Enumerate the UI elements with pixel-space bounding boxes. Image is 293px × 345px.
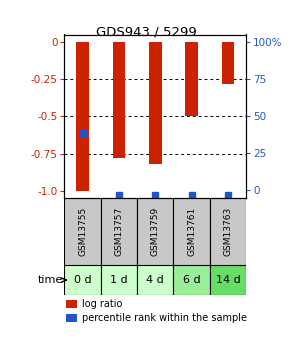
Bar [66,300,77,308]
Text: GSM13763: GSM13763 [224,207,232,256]
Text: 6 d: 6 d [183,275,200,285]
Text: GSM13761: GSM13761 [187,207,196,256]
Bar [210,198,246,265]
Bar [222,42,234,83]
Text: GSM13759: GSM13759 [151,207,160,256]
Bar [76,42,89,191]
Text: 4 d: 4 d [146,275,164,285]
Bar [101,265,137,295]
Text: GDS943 / 5299: GDS943 / 5299 [96,26,197,39]
Bar [185,42,198,116]
Bar [113,42,125,158]
Bar [137,198,173,265]
Bar [101,198,137,265]
Text: GSM13755: GSM13755 [78,207,87,256]
Bar [173,265,210,295]
Bar [66,314,77,322]
Bar [173,198,210,265]
Bar [210,265,246,295]
Text: GSM13757: GSM13757 [115,207,123,256]
Text: percentile rank within the sample: percentile rank within the sample [82,313,247,323]
Text: 1 d: 1 d [110,275,128,285]
Text: 0 d: 0 d [74,275,91,285]
Bar [137,265,173,295]
Bar [149,42,162,164]
Text: log ratio: log ratio [82,299,122,309]
Bar [64,198,101,265]
Text: 14 d: 14 d [216,275,240,285]
Bar [64,265,101,295]
Text: time: time [38,275,63,285]
